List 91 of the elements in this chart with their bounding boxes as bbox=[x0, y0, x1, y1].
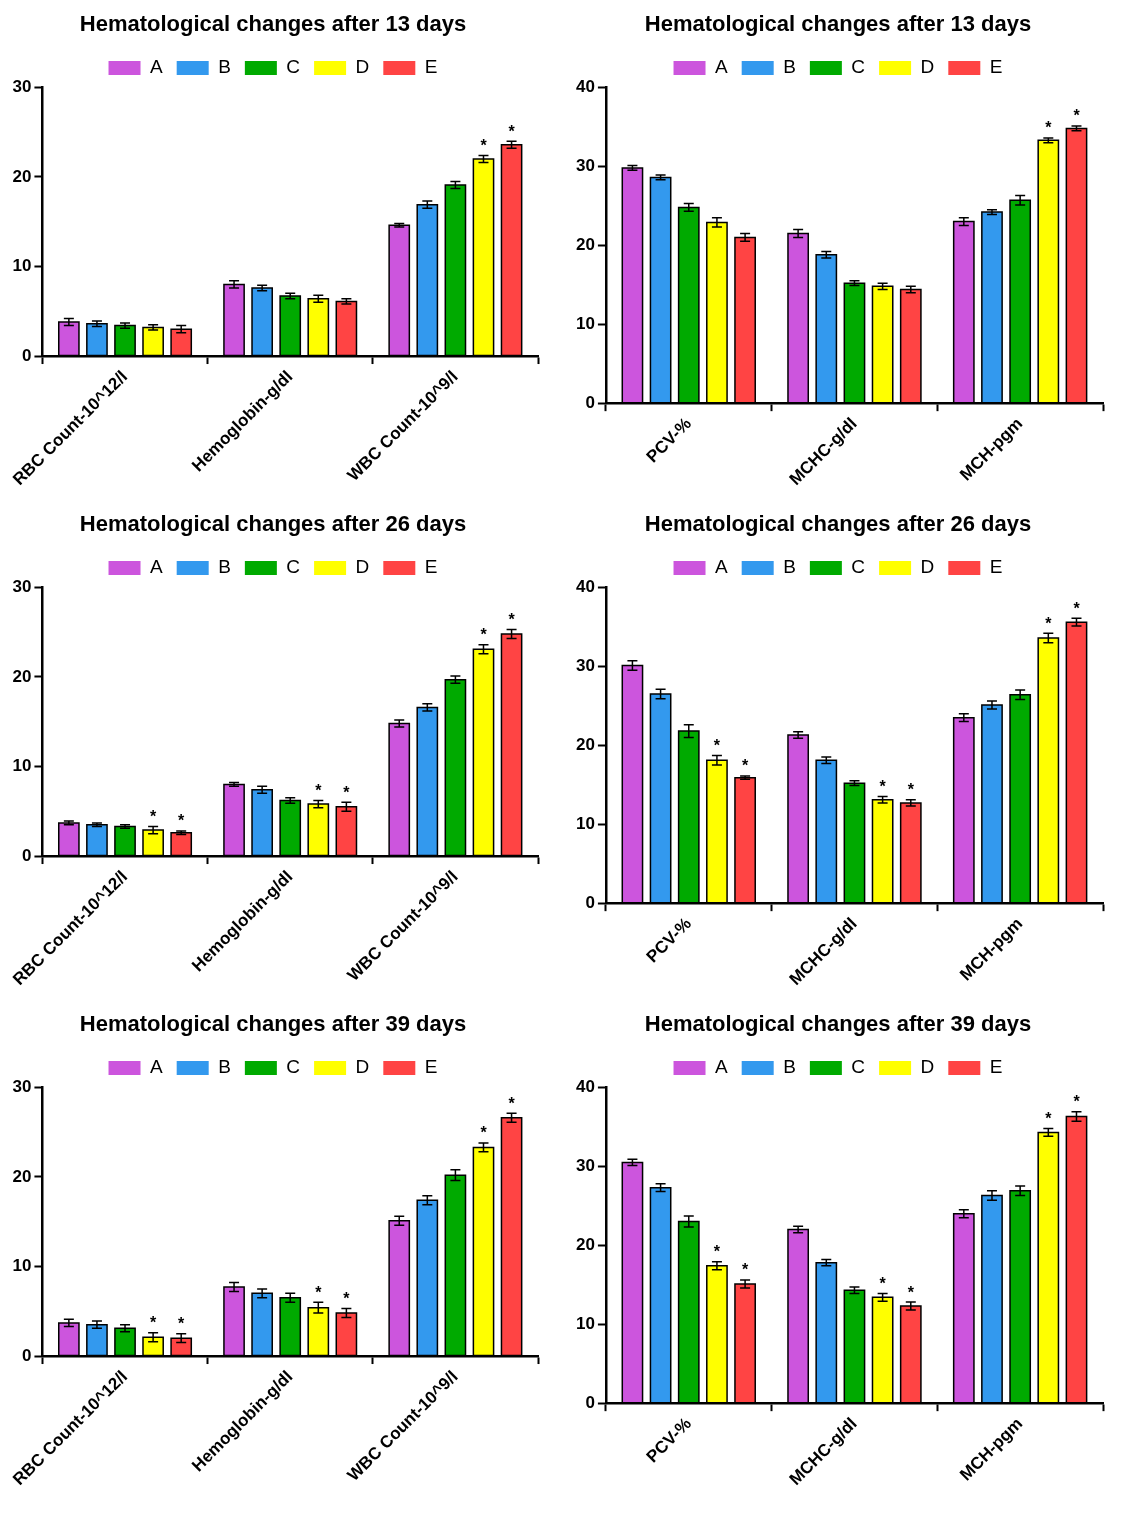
y-tick-label: 0 bbox=[21, 845, 32, 865]
data-label: * bbox=[480, 136, 488, 154]
y-tick-label: 10 bbox=[12, 256, 32, 276]
y-tick-label: 20 bbox=[12, 666, 32, 686]
y-tick-label: 10 bbox=[575, 1313, 595, 1333]
data-label: * bbox=[315, 781, 323, 799]
y-tick-label: 10 bbox=[575, 813, 595, 833]
chart-title: Hematological changes after 39 days bbox=[79, 1011, 467, 1037]
data-label: * bbox=[149, 1314, 157, 1332]
y-tick-label: 40 bbox=[575, 77, 595, 97]
y-tick-label: 0 bbox=[585, 892, 595, 912]
y-tick-label: 20 bbox=[12, 1166, 32, 1186]
legend-label: A bbox=[715, 56, 729, 78]
y-tick-label: 0 bbox=[585, 1392, 595, 1412]
legend-label: C bbox=[286, 56, 301, 78]
data-label: * bbox=[1073, 599, 1081, 617]
data-label: * bbox=[713, 1243, 721, 1261]
legend-label: C bbox=[851, 56, 866, 78]
data-label: * bbox=[508, 122, 516, 140]
data-label: * bbox=[907, 781, 915, 799]
legend-label: B bbox=[783, 556, 796, 578]
y-tick-label: 40 bbox=[575, 577, 595, 597]
chart-title: Hematological changes after 39 days bbox=[644, 1011, 1032, 1037]
y-tick-label: 30 bbox=[12, 1077, 32, 1097]
y-tick-label: 0 bbox=[585, 392, 595, 412]
data-label: * bbox=[178, 812, 186, 830]
data-label: * bbox=[879, 777, 887, 795]
legend-label: A bbox=[715, 1056, 729, 1078]
y-tick-label: 10 bbox=[575, 313, 595, 333]
y-tick-label: 20 bbox=[575, 234, 595, 254]
data-label: * bbox=[149, 807, 157, 825]
legend-label: E bbox=[989, 56, 1003, 78]
y-tick-label: 30 bbox=[575, 1156, 595, 1176]
y-tick-label: 0 bbox=[21, 1345, 32, 1365]
y-tick-label: 10 bbox=[12, 1256, 32, 1276]
data-label: * bbox=[480, 626, 488, 644]
legend-label: B bbox=[218, 56, 231, 78]
legend-label: A bbox=[150, 56, 164, 78]
legend-label: D bbox=[920, 556, 935, 578]
legend-label: A bbox=[150, 556, 164, 578]
legend-label: B bbox=[218, 556, 231, 578]
y-tick-label: 20 bbox=[575, 1234, 595, 1254]
y-tick-label: 10 bbox=[12, 756, 32, 776]
y-tick-label: 30 bbox=[12, 577, 32, 597]
legend-label: E bbox=[989, 1056, 1003, 1078]
data-label: * bbox=[508, 610, 516, 628]
chart-title: Hematological changes after 13 days bbox=[644, 11, 1032, 37]
legend-label: E bbox=[424, 556, 438, 578]
legend-label: A bbox=[150, 1056, 164, 1078]
data-label: * bbox=[178, 1315, 186, 1333]
chart-title: Hematological changes after 13 days bbox=[79, 11, 467, 37]
y-tick-label: 20 bbox=[12, 166, 32, 186]
chart-title: Hematological changes after 26 days bbox=[644, 511, 1032, 537]
legend-label: E bbox=[424, 1056, 438, 1078]
y-tick-label: 20 bbox=[575, 734, 595, 754]
legend-label: B bbox=[783, 56, 796, 78]
legend-label: C bbox=[286, 556, 301, 578]
data-label: * bbox=[741, 1261, 749, 1279]
legend-label: B bbox=[783, 1056, 796, 1078]
legend-label: C bbox=[851, 1056, 866, 1078]
data-label: * bbox=[713, 736, 721, 754]
y-tick-label: 0 bbox=[21, 345, 32, 365]
legend-label: D bbox=[355, 56, 370, 78]
legend-label: C bbox=[286, 1056, 301, 1078]
legend-label: C bbox=[851, 556, 866, 578]
data-label: * bbox=[741, 757, 749, 775]
legend-label: E bbox=[424, 56, 438, 78]
data-label: * bbox=[1045, 119, 1053, 137]
data-label: * bbox=[1073, 107, 1081, 125]
legend-label: D bbox=[355, 556, 370, 578]
legend-label: D bbox=[920, 1056, 935, 1078]
data-label: * bbox=[508, 1094, 516, 1112]
legend-label: B bbox=[218, 1056, 231, 1078]
legend-label: D bbox=[920, 56, 935, 78]
data-label: * bbox=[907, 1283, 915, 1301]
legend-label: D bbox=[355, 1056, 370, 1078]
chart-title: Hematological changes after 26 days bbox=[79, 511, 467, 537]
data-label: * bbox=[343, 1289, 351, 1307]
legend-label: A bbox=[715, 556, 729, 578]
legend-label: E bbox=[989, 556, 1003, 578]
data-label: * bbox=[315, 1283, 323, 1301]
data-label: * bbox=[1045, 1109, 1053, 1127]
data-label: * bbox=[480, 1124, 488, 1142]
data-label: * bbox=[1045, 614, 1053, 632]
y-tick-label: 40 bbox=[575, 1077, 595, 1097]
y-tick-label: 30 bbox=[12, 77, 32, 97]
data-label: * bbox=[343, 783, 351, 801]
data-label: * bbox=[1073, 1093, 1081, 1111]
y-tick-label: 30 bbox=[575, 656, 595, 676]
y-tick-label: 30 bbox=[575, 156, 595, 176]
data-label: * bbox=[879, 1274, 887, 1292]
